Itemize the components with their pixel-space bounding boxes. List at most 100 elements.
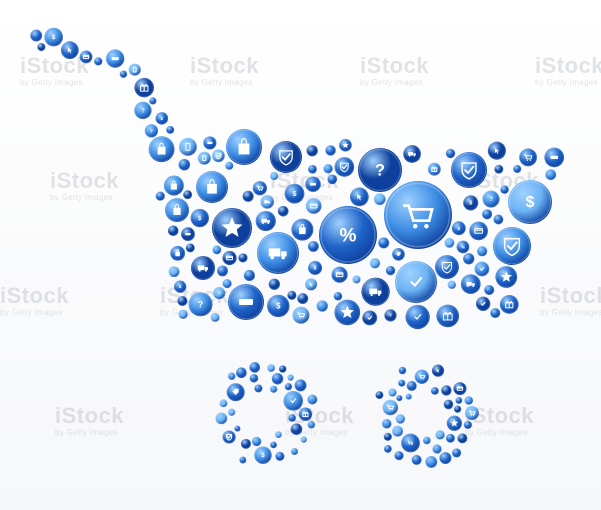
icon-bubble [362, 310, 378, 326]
icon-bubble [469, 221, 488, 241]
icon-bubble: $ [451, 221, 466, 236]
icon-bubble [476, 246, 488, 257]
wheel-bubble [441, 385, 452, 396]
icon-bubble [474, 261, 490, 277]
icon-bubble [203, 136, 217, 150]
icon-bubble [325, 145, 336, 156]
icon-bubble: % [456, 240, 470, 254]
wheel-bubble [414, 369, 429, 384]
icon-bubble [287, 290, 297, 300]
icon-bubble [444, 237, 455, 248]
svg-text:?: ? [150, 128, 153, 134]
icon-bubble: $ [463, 195, 479, 211]
icon-bubble [494, 164, 504, 174]
icon-bubble [277, 205, 289, 217]
icon-bubble [228, 284, 264, 320]
wheel-bubble [274, 431, 282, 439]
icon-bubble [307, 240, 319, 252]
icon-bubble [255, 210, 276, 232]
wheel-bubble [457, 433, 468, 444]
icon-bubble [305, 176, 321, 192]
icon-bubble [225, 161, 234, 170]
icon-bubble [463, 253, 475, 265]
icon-bubble [291, 218, 314, 241]
icon-bubble [166, 125, 175, 134]
wheel-bubble [422, 436, 431, 445]
svg-text:$: $ [261, 452, 265, 459]
icon-bubble: $ [155, 112, 169, 125]
icon-bubble [305, 278, 318, 291]
icon-bubble [30, 29, 43, 42]
icon-bubble [484, 284, 495, 295]
icon-bubble [134, 77, 154, 98]
icon-bubble [519, 148, 537, 167]
wheel-bubble [290, 423, 303, 436]
svg-text:$: $ [526, 194, 535, 211]
icon-bubble [349, 187, 369, 207]
svg-text:$: $ [293, 190, 297, 198]
icon-bubble [60, 41, 79, 60]
wheel-bubble [275, 451, 285, 461]
icon-bubble [222, 250, 237, 266]
icon-bubble [334, 157, 355, 177]
wheel-bubble [288, 414, 296, 422]
icon-bubble [378, 237, 390, 249]
icon-bubble [490, 307, 501, 319]
wheel-bubble [388, 388, 397, 397]
icon-bubble [435, 255, 459, 280]
icon-bubble: ? [358, 148, 402, 192]
wheel-bubble [271, 372, 284, 385]
icon-bubble [167, 225, 179, 237]
icon-bubble [226, 129, 262, 165]
svg-text:$: $ [52, 34, 56, 41]
svg-text:$: $ [198, 215, 202, 222]
icon-bubble [384, 181, 452, 249]
icon-bubble: ? [134, 101, 152, 120]
wheel-bubble [267, 364, 275, 372]
wheel-bubble [227, 372, 236, 380]
icon-bubble [447, 280, 456, 289]
wheel-bubble [464, 396, 474, 405]
wheel-bubble [249, 373, 259, 383]
icon-bubble [252, 181, 267, 196]
wheel-bubble [446, 415, 462, 431]
icon-bubble [185, 243, 195, 253]
icon-bubble [168, 266, 180, 278]
icon-bubble [352, 275, 361, 284]
wheel-bubble [375, 391, 384, 400]
icon-bubble: ? [384, 309, 397, 322]
icon-bubble [79, 50, 93, 64]
icon-bubble [327, 174, 338, 185]
wheel-bubble [453, 405, 462, 413]
icon-bubble [260, 195, 274, 209]
icon-bubble [165, 198, 189, 222]
wheel-bubble: $ [254, 446, 272, 464]
icon-bubble [331, 266, 348, 283]
icon-bubble [493, 227, 531, 265]
icon-bubble [270, 171, 279, 181]
wheel-bubble [406, 380, 417, 391]
wheel-bubble [307, 394, 318, 405]
icon-bubble [292, 306, 310, 324]
wheel-bubble [451, 448, 462, 458]
icon-bubble [242, 190, 254, 202]
icon-bubble: ? [188, 292, 213, 317]
wheel-bubble [443, 399, 454, 410]
icon-bubble [163, 175, 184, 196]
wheel-bubble [382, 419, 392, 429]
icon-bubble [270, 141, 302, 173]
icon-bubble [197, 151, 211, 165]
icon-bubble [361, 277, 390, 306]
icon-bubble: % [319, 206, 377, 264]
svg-text:%: % [408, 440, 414, 447]
icon-bubble: ? [482, 190, 500, 208]
wheel-bubble [222, 430, 236, 444]
wheel-bubble [290, 447, 299, 456]
wheel-bubble [455, 396, 463, 404]
icon-bubble: $ [173, 280, 187, 293]
icon-bubble [37, 43, 46, 52]
svg-text:?: ? [218, 291, 221, 296]
icon-bubble [297, 293, 309, 304]
icon-bubble: $ [44, 27, 63, 47]
wheel-bubble [226, 383, 245, 402]
